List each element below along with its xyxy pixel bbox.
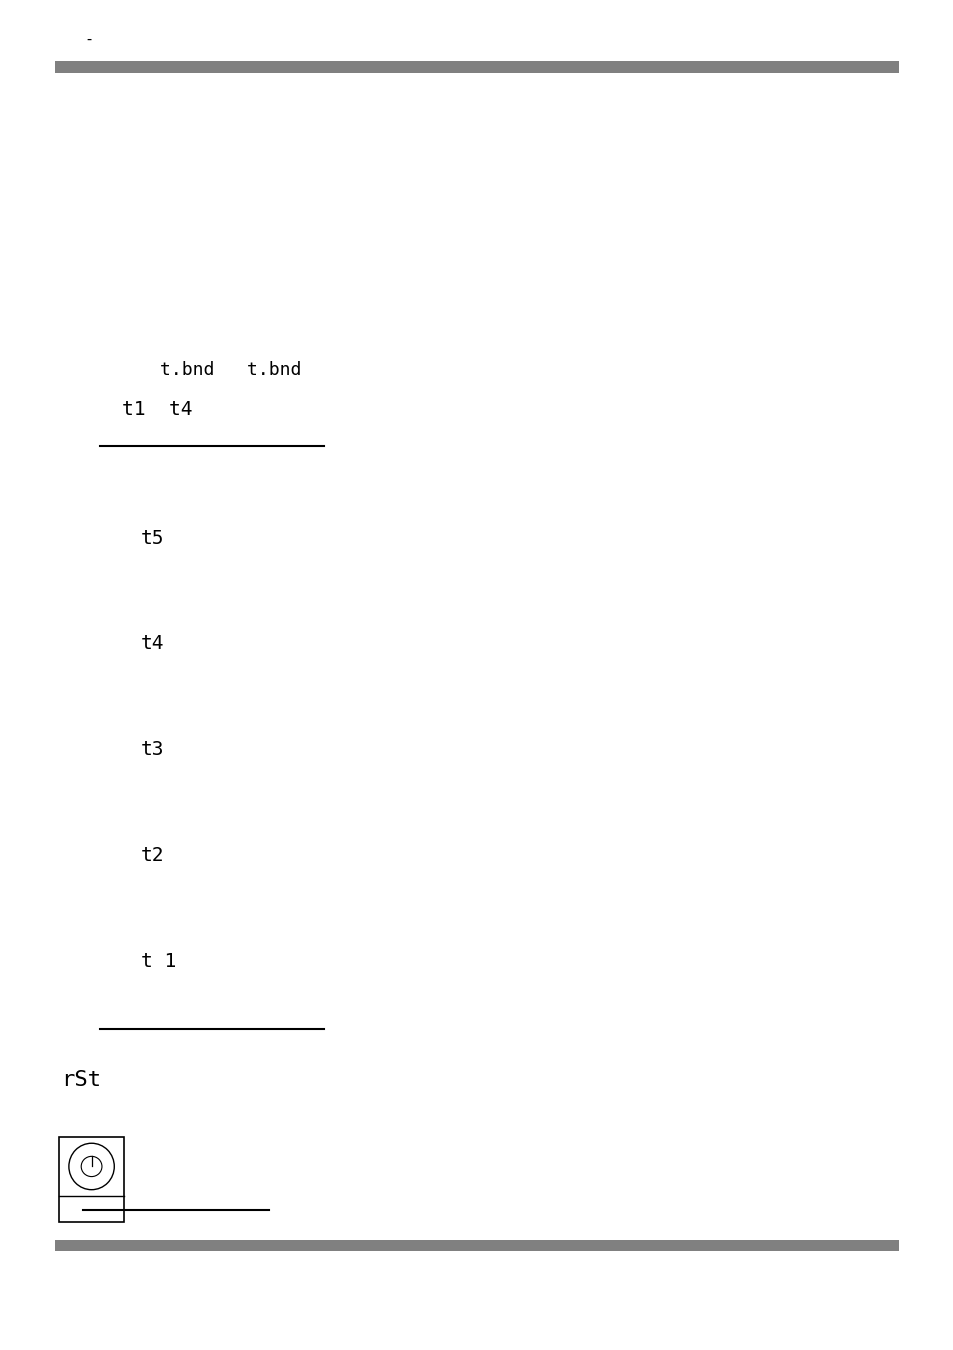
Text: t3: t3: [141, 740, 165, 759]
Text: t 1: t 1: [141, 952, 176, 971]
Text: t4: t4: [141, 634, 165, 653]
Text: rSt: rSt: [61, 1071, 101, 1089]
Text: t1  t4: t1 t4: [122, 400, 193, 418]
Text: t5: t5: [141, 529, 165, 548]
Bar: [55, 62, 898, 73]
Text: t2: t2: [141, 846, 165, 865]
Text: t.bnd   t.bnd: t.bnd t.bnd: [160, 360, 301, 379]
Bar: [59, 1137, 124, 1222]
Bar: [55, 1239, 898, 1251]
Text: -: -: [84, 31, 93, 47]
